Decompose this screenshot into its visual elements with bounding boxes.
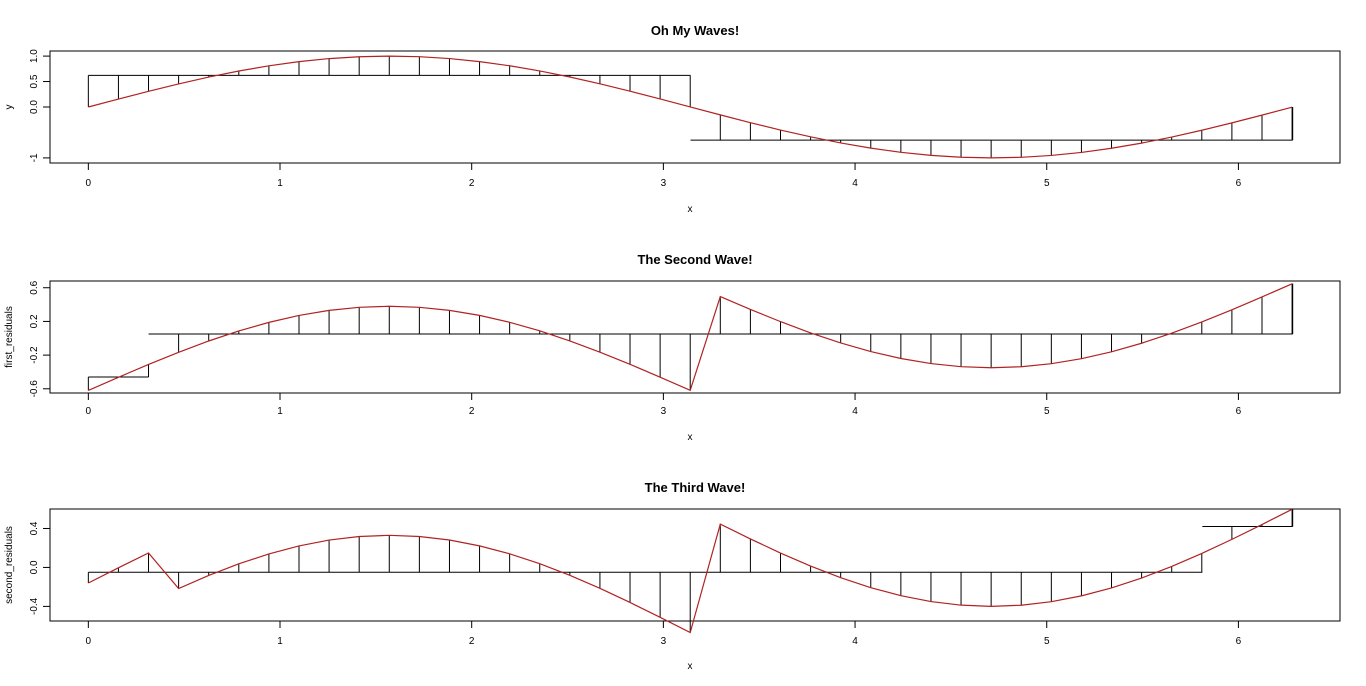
x-tick-label: 4 bbox=[852, 178, 858, 189]
plot-frame bbox=[49, 50, 1341, 164]
x-tick-label: 6 bbox=[1236, 406, 1242, 417]
chart-panel-3: The Third Wave! 0 1 2 3 4 5 6 -0.4 0.0 0.4 x second_… bbox=[4, 480, 1341, 672]
x-tick-label: 2 bbox=[469, 178, 475, 189]
y-tick-label: 1.0 bbox=[29, 49, 40, 63]
y-tick-label: -0.6 bbox=[29, 380, 40, 398]
plot-frame bbox=[49, 508, 1341, 622]
plot-frame bbox=[49, 280, 1341, 394]
chart-title: The Second Wave! bbox=[637, 252, 752, 267]
chart-panel-1: Oh My Waves! 0 1 2 3 4 5 6 -1 0.0 0.5 1.0 x y bbox=[4, 23, 1341, 215]
y-tick-label: 0.0 bbox=[29, 560, 40, 574]
x-axis-label: x bbox=[688, 661, 693, 672]
y-axis-label: first_residuals bbox=[4, 306, 15, 368]
chart-panel-2: The Second Wave! 0 1 2 3 4 5 6 -0.6 -0.2 0.2 0.6 x fi… bbox=[4, 252, 1341, 443]
y-tick-label: -0.4 bbox=[29, 597, 40, 615]
x-tick-label: 5 bbox=[1044, 636, 1050, 647]
x-tick-label: 1 bbox=[277, 636, 283, 647]
x-tick-label: 6 bbox=[1236, 178, 1242, 189]
y-tick-label: 0.2 bbox=[29, 314, 40, 328]
x-tick-label: 4 bbox=[852, 636, 858, 647]
y-axis-label: second_residuals bbox=[4, 526, 15, 604]
wave-line bbox=[88, 55, 1293, 159]
x-tick-label: 3 bbox=[661, 636, 667, 647]
x-tick-label: 3 bbox=[661, 178, 667, 189]
y-tick-label: -1 bbox=[29, 153, 40, 162]
y-tick-label: 0.6 bbox=[29, 280, 40, 294]
y-tick-label: 0.0 bbox=[29, 100, 40, 114]
x-tick-label: 6 bbox=[1236, 636, 1242, 647]
x-tick-label: 2 bbox=[469, 636, 475, 647]
wave-line bbox=[88, 283, 1293, 392]
x-tick-label: 1 bbox=[277, 406, 283, 417]
chart-title: The Third Wave! bbox=[645, 480, 746, 495]
x-tick-label: 1 bbox=[277, 178, 283, 189]
x-axis-label: x bbox=[688, 432, 693, 443]
x-tick-label: 0 bbox=[86, 406, 92, 417]
x-tick-label: 5 bbox=[1044, 178, 1050, 189]
x-tick-label: 2 bbox=[469, 406, 475, 417]
y-axis-label: y bbox=[4, 105, 15, 110]
x-tick-label: 0 bbox=[86, 636, 92, 647]
wave-line bbox=[88, 508, 1293, 634]
x-tick-label: 0 bbox=[86, 178, 92, 189]
y-tick-label: 0.5 bbox=[29, 74, 40, 88]
x-tick-label: 3 bbox=[661, 406, 667, 417]
x-axis-label: x bbox=[688, 204, 693, 215]
y-tick-label: -0.2 bbox=[29, 346, 40, 364]
chart-title: Oh My Waves! bbox=[651, 23, 739, 38]
x-tick-label: 4 bbox=[852, 406, 858, 417]
x-tick-label: 5 bbox=[1044, 406, 1050, 417]
y-tick-label: 0.4 bbox=[29, 521, 40, 535]
